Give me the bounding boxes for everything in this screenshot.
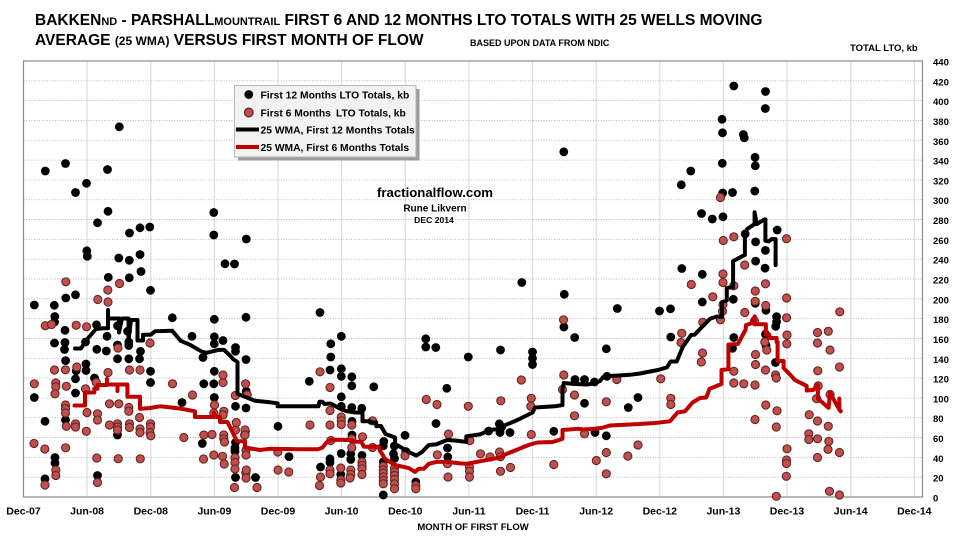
svg-text:60: 60 xyxy=(933,434,944,445)
svg-text:First 6 Months LTO Totals, kb: First 6 Months LTO Totals, kb xyxy=(261,109,406,120)
svg-text:Dec-12: Dec-12 xyxy=(643,506,678,518)
svg-text:Dec-08: Dec-08 xyxy=(134,506,169,518)
svg-text:fractionalflow.com: fractionalflow.com xyxy=(377,185,493,200)
svg-text:260: 260 xyxy=(933,236,949,247)
svg-text:Jun-11: Jun-11 xyxy=(452,506,485,518)
svg-text:200: 200 xyxy=(933,295,949,306)
svg-text:0: 0 xyxy=(933,494,938,505)
svg-text:MONTH OF FIRST FLOW: MONTH OF FIRST FLOW xyxy=(417,522,528,533)
svg-text:140: 140 xyxy=(933,355,949,366)
svg-text:20: 20 xyxy=(933,474,944,485)
svg-text:Jun-13: Jun-13 xyxy=(706,506,740,518)
svg-text:380: 380 xyxy=(933,117,949,128)
svg-text:Dec-10: Dec-10 xyxy=(388,506,423,518)
svg-text:340: 340 xyxy=(933,157,949,168)
svg-text:Dec-09: Dec-09 xyxy=(261,506,296,518)
svg-text:280: 280 xyxy=(933,216,949,227)
svg-text:25 WMA, First 6 Months Totals: 25 WMA, First 6 Months Totals xyxy=(261,143,410,154)
svg-text:25 WMA, First 12 Months Totals: 25 WMA, First 12 Months Totals xyxy=(261,126,416,137)
svg-text:BASED UPON DATA FROM NDIC: BASED UPON DATA FROM NDIC xyxy=(470,38,610,48)
svg-text:120: 120 xyxy=(933,375,949,386)
svg-text:Jun-08: Jun-08 xyxy=(70,506,104,518)
svg-text:Jun-12: Jun-12 xyxy=(579,506,613,518)
svg-text:Rune Likvern: Rune Likvern xyxy=(403,204,466,215)
svg-text:First 12 Months LTO Totals, kb: First 12 Months LTO Totals, kb xyxy=(261,91,410,102)
svg-text:Dec-07: Dec-07 xyxy=(6,506,41,518)
svg-text:420: 420 xyxy=(933,77,949,88)
svg-text:100: 100 xyxy=(933,394,949,405)
svg-text:Jun-14: Jun-14 xyxy=(834,506,868,518)
svg-text:Jun-09: Jun-09 xyxy=(197,506,231,518)
svg-text:Dec-13: Dec-13 xyxy=(770,506,805,518)
svg-text:AVERAGE (25 WMA) VERSUS FIRST: AVERAGE (25 WMA) VERSUS FIRST MONTH OF F… xyxy=(35,32,424,49)
svg-text:220: 220 xyxy=(933,276,949,287)
svg-text:Dec-11: Dec-11 xyxy=(516,506,550,518)
svg-text:80: 80 xyxy=(933,414,944,425)
svg-text:TOTAL LTO, kb: TOTAL LTO, kb xyxy=(850,43,918,54)
svg-text:400: 400 xyxy=(933,97,949,108)
svg-text:Jun-10: Jun-10 xyxy=(325,506,359,518)
svg-text:BAKKENND - PARSHALLMOUNTRAIL F: BAKKENND - PARSHALLMOUNTRAIL FIRST 6 AND… xyxy=(35,12,762,29)
svg-text:40: 40 xyxy=(933,454,944,465)
svg-text:DEC 2014: DEC 2014 xyxy=(414,215,454,225)
svg-text:160: 160 xyxy=(933,335,949,346)
svg-text:440: 440 xyxy=(933,58,949,69)
svg-text:240: 240 xyxy=(933,256,949,267)
svg-text:Dec-14: Dec-14 xyxy=(897,506,932,518)
svg-text:300: 300 xyxy=(933,196,949,207)
svg-text:180: 180 xyxy=(933,315,949,326)
svg-text:360: 360 xyxy=(933,137,949,148)
svg-text:320: 320 xyxy=(933,176,949,187)
